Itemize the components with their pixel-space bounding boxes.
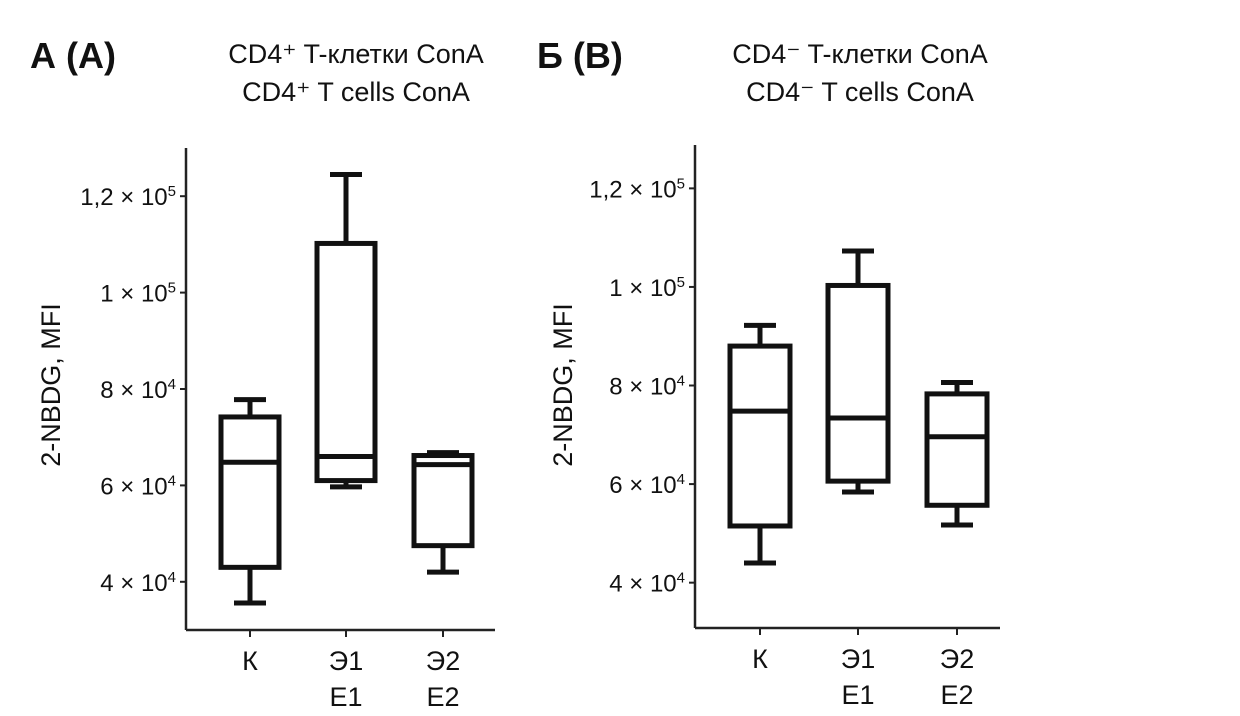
y-tick-label: 1,2 × 105 (589, 175, 685, 203)
y-tick-label: 1 × 105 (100, 280, 176, 308)
chart-title: CD4⁺ T cells ConA (242, 77, 470, 107)
x-tick-label: E2 (940, 680, 973, 710)
box-1 (825, 248, 891, 495)
box-0 (218, 397, 282, 606)
iqr-box (727, 343, 793, 529)
y-tick-label: 4 × 104 (609, 570, 685, 598)
panel-label: А (A) (30, 35, 116, 76)
y-tick-label: 1 × 105 (609, 274, 685, 302)
y-tick-label: 6 × 104 (609, 471, 685, 499)
box-2 (924, 380, 990, 528)
x-tick-label: E1 (841, 680, 874, 710)
iqr-box (411, 453, 475, 549)
y-tick-label: 6 × 104 (100, 472, 176, 500)
panel-a: А (A) CD4⁺ T-клетки ConA CD4⁺ T cells ConA… (30, 35, 495, 712)
y-tick-label: 4 × 104 (100, 569, 176, 597)
x-tick-label: Э2 (940, 644, 974, 674)
panel-b: Б (B) CD4⁻ T-клетки ConA CD4⁻ T cells ConA… (537, 35, 1000, 710)
chart-title: CD4⁻ T-клетки ConA (732, 39, 988, 69)
x-tick-label: Э2 (426, 646, 460, 676)
iqr-box (825, 282, 891, 484)
y-tick-label: 8 × 104 (609, 373, 685, 401)
iqr-box (218, 414, 282, 570)
iqr-box (314, 240, 378, 484)
y-axis-label: 2-NBDG, MFI (36, 303, 66, 467)
chart-title: CD4⁻ T cells ConA (746, 77, 974, 107)
x-tick-label: Э1 (841, 644, 875, 674)
x-tick-label: К (242, 646, 258, 676)
box-2 (411, 450, 475, 575)
y-axis-label: 2-NBDG, MFI (548, 303, 578, 467)
box-0 (727, 322, 793, 566)
x-tick-label: E1 (329, 682, 362, 712)
y-tick-label: 1,2 × 105 (80, 183, 176, 211)
y-tick-label: 8 × 104 (100, 376, 176, 404)
chart-title: CD4⁺ T-клетки ConA (228, 39, 484, 69)
iqr-box (924, 391, 990, 508)
x-tick-label: Э1 (329, 646, 363, 676)
box-1 (314, 172, 378, 490)
panel-label: Б (B) (537, 35, 623, 76)
x-tick-label: К (752, 644, 768, 674)
x-tick-label: E2 (426, 682, 459, 712)
